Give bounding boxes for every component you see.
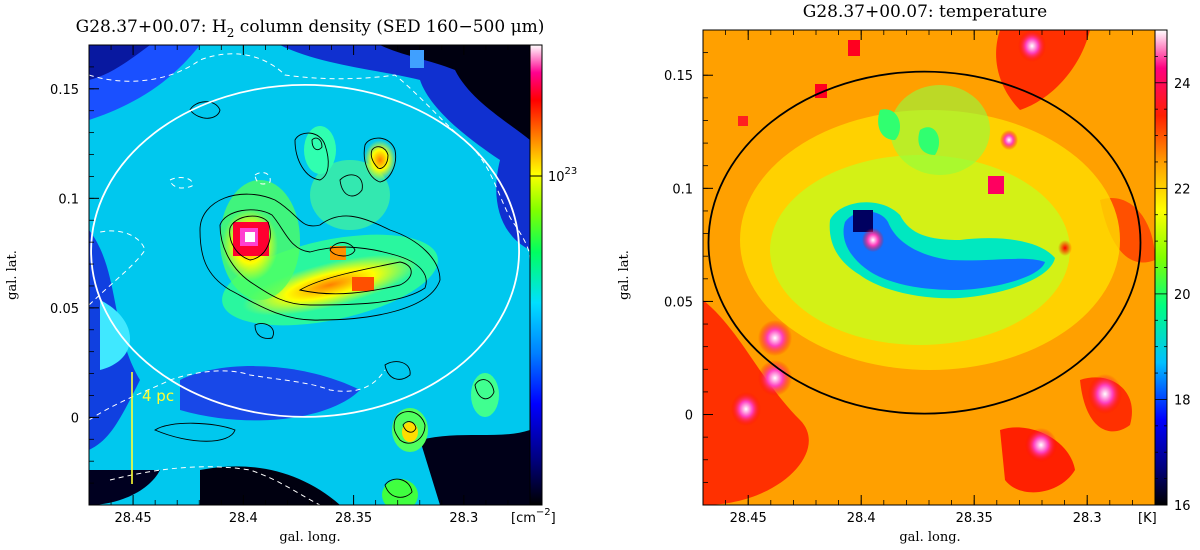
colorbar-tick-1e23: 1023 — [548, 166, 577, 185]
y-tick-label: 0.1 — [58, 192, 79, 207]
x-tick-label: 28.35 — [956, 511, 993, 526]
scale-bar-label: 4 pc — [142, 387, 174, 405]
x-tick-label: 28.45 — [730, 511, 767, 526]
y-tick-label: 0.05 — [50, 302, 79, 317]
temperature-colorbar-ticks: 16 18 20 22 24 — [1155, 29, 1191, 514]
x-tick-label: 28.4 — [229, 511, 258, 526]
x-tick-label: 28.45 — [114, 511, 151, 526]
column-density-title: G28.37+00.07: H2 column density (SED 160… — [76, 17, 545, 40]
column-density-xlabel: gal. long. — [279, 530, 340, 545]
y-tick-label: 0 — [685, 409, 693, 424]
region-ellipse-right — [707, 70, 1142, 415]
column-density-colorbar — [529, 44, 543, 506]
colorbar-tick-label: 24 — [1174, 77, 1191, 92]
temperature-ticks: 28.45 28.4 28.35 28.3 0.15 0.1 0.05 0 — [664, 30, 1133, 526]
colorbar-tick-label: 20 — [1174, 288, 1191, 303]
column-density-map: 4 pc — [89, 45, 530, 505]
y-tick-label: 0 — [71, 411, 79, 426]
x-tick-label: 28.4 — [847, 511, 876, 526]
column-density-ticks: 28.45 28.4 28.35 28.3 0.15 0.1 0.05 0 — [50, 45, 509, 526]
colorbar-tick-label: 22 — [1174, 182, 1191, 197]
y-tick-label: 0.15 — [50, 83, 79, 98]
temperature-unit: [K] — [1138, 511, 1157, 526]
colorbar-tick-label: 18 — [1174, 393, 1191, 408]
temperature-panel: G28.37+00.07: temperature — [617, 2, 1191, 545]
x-tick-label: 28.3 — [1073, 511, 1102, 526]
y-tick-label: 0.15 — [664, 69, 693, 84]
y-tick-label: 0.05 — [664, 295, 693, 310]
region-ellipse-left — [90, 84, 520, 418]
temperature-ylabel: gal. lat. — [617, 250, 632, 300]
x-tick-label: 28.3 — [449, 511, 478, 526]
column-density-unit: [cm−2] — [511, 507, 556, 526]
column-density-panel: G28.37+00.07: H2 column density (SED 160… — [5, 17, 577, 545]
colorbar-tick-label: 16 — [1174, 499, 1191, 514]
x-tick-label: 28.35 — [335, 511, 372, 526]
temperature-map — [703, 30, 1155, 505]
column-density-ylabel: gal. lat. — [5, 250, 20, 300]
y-tick-label: 0.1 — [672, 182, 693, 197]
temperature-title: G28.37+00.07: temperature — [803, 2, 1047, 22]
temperature-xlabel: gal. long. — [899, 530, 960, 545]
